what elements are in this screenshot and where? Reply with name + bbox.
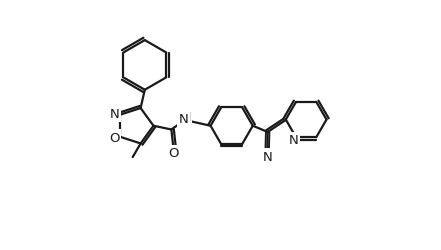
- Text: N: N: [288, 134, 299, 146]
- Text: N: N: [179, 113, 188, 126]
- Text: O: O: [109, 132, 120, 144]
- Text: N: N: [109, 108, 119, 121]
- Text: O: O: [168, 147, 179, 160]
- Text: N: N: [262, 150, 272, 163]
- Text: H: H: [181, 110, 191, 123]
